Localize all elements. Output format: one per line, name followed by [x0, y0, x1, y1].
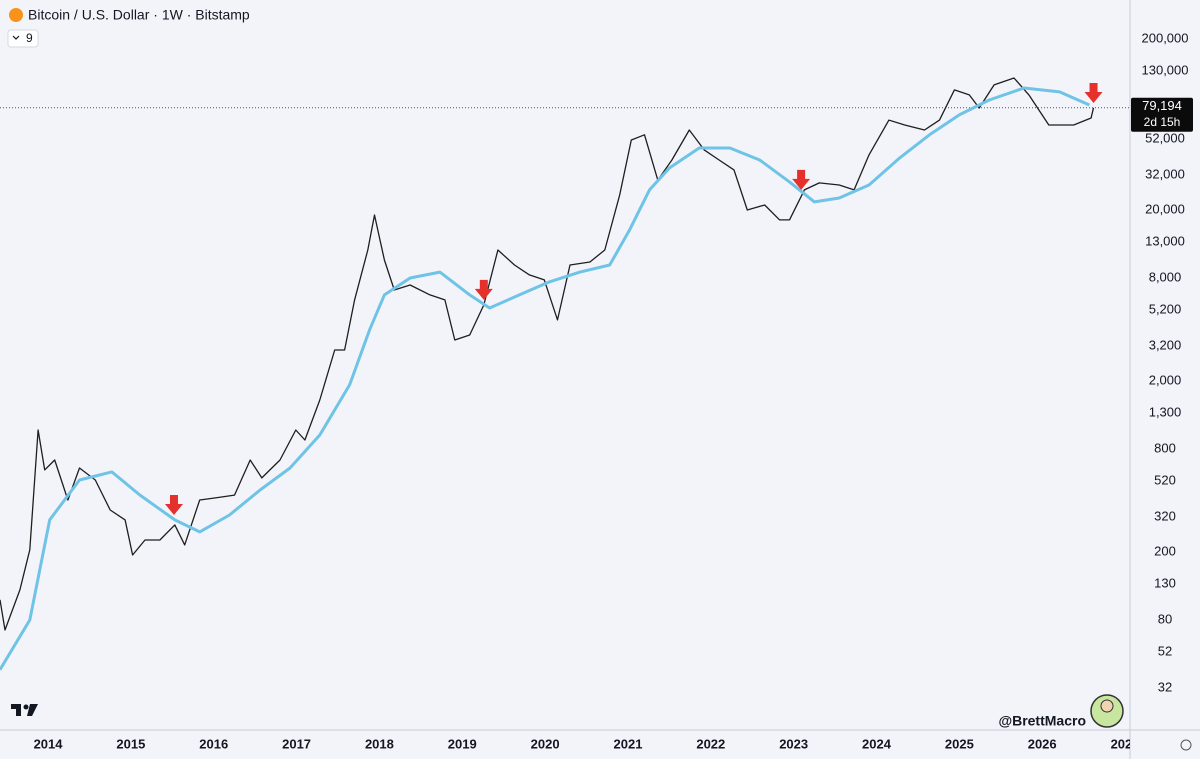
- x-tick-label: 2026: [1028, 736, 1057, 751]
- y-tick-label: 200,000: [1142, 30, 1189, 45]
- arrow-marker: [1084, 82, 1103, 103]
- y-tick-label: 800: [1154, 440, 1176, 455]
- y-tick-label: 200: [1154, 543, 1176, 558]
- x-tick-label: 2023: [779, 736, 808, 751]
- y-tick-label: 52,000: [1145, 130, 1185, 145]
- y-axis: 200,000 130,000 52,000 32,000 20,000 13,000 8,…: [1131, 30, 1193, 695]
- x-tick-label: 2015: [116, 736, 145, 751]
- indicator-length: 9: [26, 31, 33, 45]
- x-tick-label: 2019: [448, 736, 477, 751]
- x-tick-label: 2018: [365, 736, 394, 751]
- y-tick-label: 80: [1158, 611, 1172, 626]
- price-line: [0, 77, 1095, 631]
- last-price-label: 79,194: [1142, 98, 1182, 113]
- y-tick-label: 130: [1154, 575, 1176, 590]
- settings-icon[interactable]: [1180, 739, 1192, 751]
- x-tick-label: 2017: [282, 736, 311, 751]
- y-tick-label: 5,200: [1149, 301, 1182, 316]
- x-tick-label: 2024: [862, 736, 892, 751]
- author: @BrettMacro: [998, 713, 1086, 729]
- y-tick-label: 130,000: [1142, 62, 1189, 77]
- arrow-marker: [474, 279, 493, 300]
- y-tick-label: 13,000: [1145, 233, 1185, 248]
- x-tick-label: 2014: [34, 736, 64, 751]
- last-price-box: [1131, 97, 1193, 132]
- y-tick-label: 520: [1154, 472, 1176, 487]
- avatar-face: [1100, 699, 1114, 713]
- arrow-marker: [792, 169, 811, 190]
- x-tick-label: 2022: [696, 736, 725, 751]
- tv-logo: [11, 704, 38, 716]
- indicator-badge[interactable]: [7, 29, 39, 48]
- coin-icon: [9, 8, 23, 22]
- x-tick-label: 2027: [1111, 736, 1140, 751]
- y-tick-label: 2,000: [1149, 372, 1182, 387]
- y-tick-label: 8,000: [1149, 269, 1182, 284]
- y-tick-label: 32: [1158, 680, 1172, 695]
- x-tick-label: 2021: [614, 736, 643, 751]
- x-tick-label: 2020: [531, 736, 560, 751]
- moving-average-line: [0, 86, 1091, 671]
- y-tick-label: 52: [1158, 643, 1172, 658]
- y-tick-label: 320: [1154, 509, 1176, 524]
- y-tick-label: 1,300: [1149, 404, 1182, 419]
- x-tick-label: 2016: [199, 736, 228, 751]
- plot-area: [0, 77, 1130, 671]
- countdown-label: 2d 15h: [1144, 115, 1181, 129]
- indicator-chevron: [12, 35, 20, 40]
- y-tick-label: 32,000: [1145, 167, 1185, 182]
- x-axis: 2014 2015 2016 2017 2018 2019 2020 2021 2022 2023…: [34, 736, 1140, 751]
- y-tick-label: 3,200: [1149, 338, 1182, 353]
- x-tick-label: 2025: [945, 736, 974, 751]
- chart-title: Bitcoin / U.S. Dollar · 1W · Bitstamp: [28, 7, 250, 23]
- y-tick-label: 20,000: [1145, 201, 1185, 216]
- arrow-marker: [164, 495, 183, 516]
